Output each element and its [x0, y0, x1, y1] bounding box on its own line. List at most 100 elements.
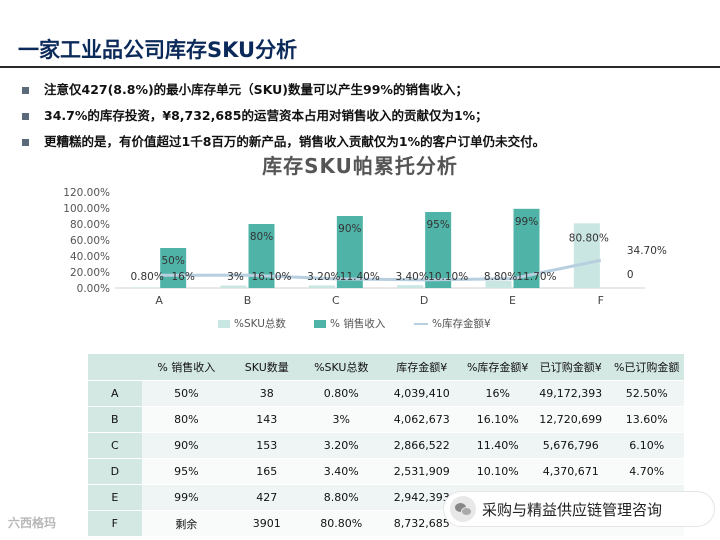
table-cell: 16%	[463, 380, 532, 407]
inventory-data-label: 16.10%	[251, 271, 291, 283]
table-header: SKU数量	[231, 354, 303, 381]
legend-label: %库存金额¥	[432, 318, 491, 330]
watermark: 六西格玛	[8, 516, 57, 530]
bullet-item: 注意仅427(8.8%)的最小库存单元（SKU)数量可以产生99%的销售收入；	[18, 80, 708, 106]
table-cell: 99%	[141, 484, 232, 511]
bullet-text: 更糟糕的是，有价值超过1千8百万的新产品，销售收入贡献仅为1%的客户订单仍未交付…	[44, 134, 546, 149]
y-tick-label: 0.00%	[77, 283, 110, 295]
wechat-icon	[450, 496, 476, 522]
table-cell: 8.80%	[302, 484, 380, 511]
table-cell: 2,866,522	[380, 432, 464, 459]
x-tick-label: E	[509, 294, 516, 307]
table-cell: 38	[231, 380, 303, 407]
row-label: A	[88, 380, 142, 407]
table-cell: 50%	[141, 380, 232, 407]
sku-data-label: 3%	[227, 271, 244, 283]
x-tick-label: A	[155, 294, 163, 307]
legend-label: % 销售收入	[330, 318, 386, 330]
inventory-data-label: 34.70%	[627, 245, 667, 257]
sales-data-label: 0	[627, 269, 634, 281]
sales-data-label: 50%	[161, 255, 184, 267]
row-label: B	[88, 406, 142, 433]
table-cell: 52.50%	[609, 380, 684, 407]
bullet-list: 注意仅427(8.8%)的最小库存单元（SKU)数量可以产生99%的销售收入； …	[18, 80, 708, 158]
table-cell: 3.20%	[302, 432, 380, 459]
bullet-item: 34.7%的库存投资，¥8,732,685的运营资本占用对销售收入的贡献仅为1%…	[18, 106, 708, 132]
table-cell: 4.70%	[609, 458, 684, 485]
legend-swatch	[314, 320, 326, 328]
table-cell: 4,062,673	[380, 406, 464, 433]
pareto-chart: 0.00% 20.00% 40.00% 60.00% 80.00% 100.00% 120.…	[63, 187, 667, 307]
sales-bar	[425, 212, 452, 288]
legend-label: %SKU总数	[234, 318, 286, 330]
sku-data-label: 3.20%	[307, 271, 340, 283]
table-row: B 80% 143 3% 4,062,673 16.10% 12,720,699 13.60%	[88, 406, 684, 433]
table-cell: 6.10%	[609, 432, 684, 459]
y-tick-label: 40.00%	[70, 251, 110, 263]
sku-data-label: 8.80%	[484, 271, 517, 283]
legend-line	[414, 323, 428, 325]
sales-data-label: 95%	[426, 219, 449, 231]
table-header: %库存金额¥	[463, 354, 532, 381]
row-label: E	[88, 484, 142, 511]
table-cell: 4,039,410	[380, 380, 464, 407]
sku-bar	[397, 285, 424, 288]
bullet-square-icon	[22, 113, 29, 120]
x-tick-label: D	[420, 294, 428, 307]
table-cell: 12,720,699	[531, 406, 610, 433]
x-tick-label: C	[332, 294, 340, 307]
table-header-row: % 销售收入 SKU数量 %SKU总数 库存金额¥ %库存金额¥ 已订购金额¥ …	[88, 354, 684, 381]
badge-text: 采购与精益供应链管理咨询	[482, 501, 663, 519]
table-cell: 80%	[141, 406, 232, 433]
wechat-badge: 采购与精益供应链管理咨询	[444, 492, 714, 526]
table-row: C 90% 153 3.20% 2,866,522 11.40% 5,676,796 6.10…	[88, 432, 684, 459]
table-cell: 2,531,909	[380, 458, 464, 485]
x-tick-label: B	[244, 294, 252, 307]
sales-bar	[160, 248, 187, 288]
table-header: %已订购金额	[609, 354, 684, 381]
table-cell: 11.40%	[463, 432, 532, 459]
sku-data-label: 0.80%	[130, 271, 163, 283]
sku-data-label: 3.40%	[395, 271, 428, 283]
bullet-text: 注意仅427(8.8%)的最小库存单元（SKU)数量可以产生99%的销售收入；	[44, 82, 468, 97]
row-label: D	[88, 458, 142, 485]
y-tick-label: 20.00%	[70, 267, 110, 279]
sku-bar	[220, 285, 247, 288]
chart-title: 库存SKU帕累托分析	[262, 154, 458, 178]
bullet-square-icon	[22, 87, 29, 94]
table-cell: 0.80%	[302, 380, 380, 407]
sku-bar	[573, 223, 600, 288]
table-cell: 95%	[141, 458, 232, 485]
table-cell: 10.10%	[463, 458, 532, 485]
table-cell: 49,172,393	[531, 380, 610, 407]
table-cell: 剩余	[141, 510, 232, 536]
table-row: A 50% 38 0.80% 4,039,410 16% 49,172,393 52.50%	[88, 380, 684, 407]
y-tick-label: 100.00%	[63, 203, 110, 215]
inventory-line	[159, 258, 602, 282]
bullet-text: 34.7%的库存投资，¥8,732,685的运营资本占用对销售收入的贡献仅为1%…	[44, 108, 488, 123]
table-cell: 16.10%	[463, 406, 532, 433]
sku-data-label: 80.80%	[569, 232, 609, 244]
sales-data-label: 80%	[250, 231, 273, 243]
table-row: D 95% 165 3.40% 2,531,909 10.10% 4,370,671 4.70…	[88, 458, 684, 485]
table-cell: 80.80%	[302, 510, 380, 536]
table-cell: 90%	[141, 432, 232, 459]
table-cell: 143	[231, 406, 303, 433]
legend-swatch	[218, 320, 230, 328]
bullet-item: 更糟糕的是，有价值超过1千8百万的新产品，销售收入贡献仅为1%的客户订单仍未交付…	[18, 132, 708, 158]
inventory-data-label: 11.70%	[516, 271, 556, 283]
table-header: 库存金额¥	[380, 354, 464, 381]
sales-data-label: 99%	[515, 216, 538, 228]
table-cell: 427	[231, 484, 303, 511]
row-label: C	[88, 432, 142, 459]
y-tick-label: 120.00%	[63, 187, 110, 199]
table-cell: 3.40%	[302, 458, 380, 485]
legend-item-inventory: %库存金额¥	[414, 316, 491, 331]
table-header: 已订购金额¥	[531, 354, 610, 381]
sku-bar	[132, 287, 159, 288]
row-label: F	[88, 510, 142, 536]
page-title: 一家工业品公司库存SKU分析	[18, 38, 298, 62]
sales-bar	[336, 216, 363, 288]
legend-item-sku: %SKU总数	[218, 316, 286, 331]
legend-item-sales: % 销售收入	[314, 316, 385, 331]
